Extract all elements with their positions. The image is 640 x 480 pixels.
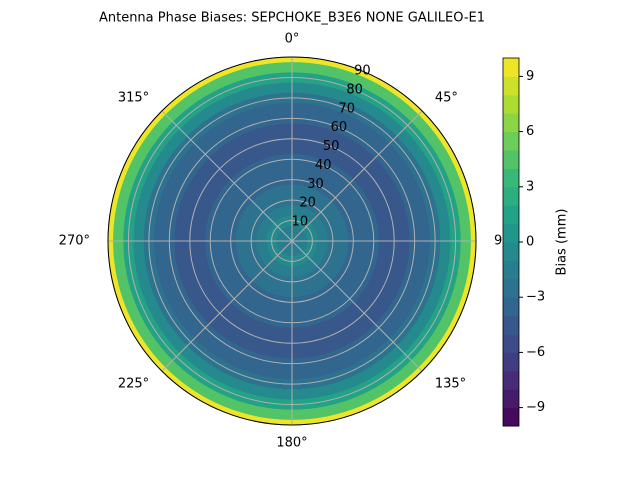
theta-tick-label: 180° <box>276 436 307 451</box>
colorbar-label: Bias (mm) <box>555 209 570 276</box>
colorbar-band <box>503 76 519 96</box>
theta-tick-label: 135° <box>435 376 466 391</box>
colorbar-band <box>503 315 519 335</box>
theta-grid-line <box>291 110 423 242</box>
colorbar-band <box>503 113 519 133</box>
theta-grid-line <box>161 110 293 242</box>
colorbar-band <box>503 131 519 151</box>
colorbar-band <box>503 58 519 77</box>
colorbar-band <box>503 352 519 372</box>
colorbar-band <box>503 168 519 188</box>
colorbar-band <box>503 223 519 243</box>
r-tick-label: 30 <box>307 177 324 192</box>
r-tick-label: 50 <box>323 139 340 154</box>
colorbar-band <box>503 334 519 353</box>
theta-tick-label: 45° <box>435 91 458 106</box>
colorbar-tick-label: −9 <box>526 400 545 415</box>
colorbar-band <box>503 278 519 298</box>
colorbar-tick-label: −3 <box>526 290 545 305</box>
theta-tick-label: 270° <box>59 234 90 249</box>
colorbar-tick-label: 3 <box>526 179 534 194</box>
colorbar-tick-label: 9 <box>526 69 534 84</box>
colorbar-band <box>503 389 519 409</box>
colorbar-tick-label: 0 <box>526 235 534 250</box>
colorbar-band <box>503 297 519 317</box>
polar-frame <box>107 56 477 426</box>
colorbar-band <box>503 260 519 280</box>
theta-tick-label: 315° <box>118 91 149 106</box>
r-tick-label: 40 <box>315 158 332 173</box>
theta-tick-label: 0° <box>285 32 300 47</box>
r-tick-label: 60 <box>331 120 348 135</box>
colorbar-band <box>503 407 519 427</box>
r-tick-label: 20 <box>299 196 316 211</box>
colorbar-band <box>503 370 519 390</box>
colorbar-tick-label: 6 <box>526 124 534 139</box>
colorbar-band <box>503 186 519 206</box>
theta-tick-label: 225° <box>118 376 149 391</box>
r-tick-label: 70 <box>338 101 355 116</box>
chart-title: Antenna Phase Biases: SEPCHOKE_B3E6 NONE… <box>99 11 485 26</box>
colorbar-band <box>503 205 519 225</box>
r-tick-label: 80 <box>346 82 363 97</box>
colorbar-band <box>503 94 519 114</box>
theta-grid-line <box>161 240 293 372</box>
colorbar-tick-label: −6 <box>526 345 545 360</box>
colorbar-band <box>503 150 519 169</box>
r-tick-label: 90 <box>354 64 371 79</box>
r-tick-label: 10 <box>292 215 309 230</box>
theta-grid-line <box>291 240 423 372</box>
colorbar-band <box>503 242 519 261</box>
